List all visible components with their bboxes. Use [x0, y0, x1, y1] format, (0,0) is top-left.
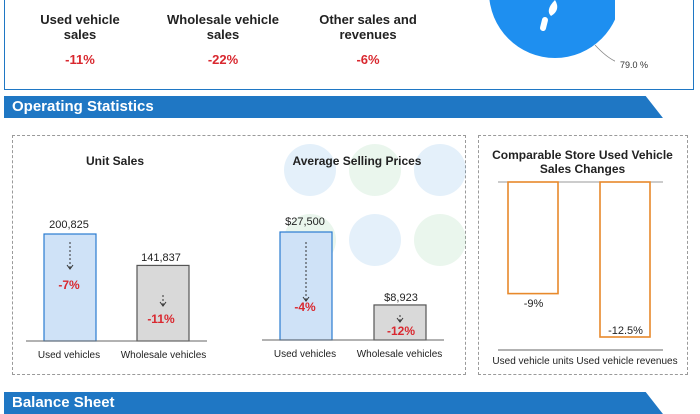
unit-sales-value-used: 200,825	[49, 219, 89, 231]
unit-sales-cat-used: Used vehicles	[37, 350, 101, 361]
operating-charts-box	[12, 135, 466, 375]
metric-value: -6%	[356, 52, 380, 67]
watermark-petal	[349, 214, 401, 266]
metric-label: Other sales and revenues	[319, 12, 417, 42]
chart-title-unit-sales: Unit Sales	[85, 154, 145, 168]
metric-other-sales: Other sales and revenues -6%	[313, 12, 423, 67]
watermark-petal	[349, 144, 401, 196]
change-arrow-head	[396, 317, 404, 323]
pie-slice-main	[489, 0, 615, 58]
asp-cat-used: Used vehicles	[273, 349, 337, 360]
change-arrow-head	[159, 301, 167, 307]
pie-highlight	[548, 0, 558, 16]
pie-leader-line	[594, 44, 615, 62]
average-selling-prices-chart	[262, 231, 444, 341]
chart-title-comparable-store: Comparable Store Used Vehicle Sales Chan…	[492, 148, 673, 176]
pie-gap	[540, 17, 548, 31]
section-header-balance-sheet: Balance Sheet	[4, 392, 663, 414]
change-arrow-head	[66, 264, 74, 270]
unit-sales-chart	[26, 233, 207, 342]
watermark-petal	[414, 144, 466, 196]
metric-label: Wholesale vehicle sales	[167, 12, 279, 42]
asp-cat-wholesale: Wholesale vehicles	[356, 349, 443, 360]
pie-percent-label: 79.0 %	[620, 60, 649, 70]
watermark-petal	[284, 144, 336, 196]
revenue-panel: Used vehicle sales -11% Wholesale vehicl…	[4, 0, 694, 90]
unit-sales-change-used: -7%	[58, 278, 80, 292]
asp-change-wholesale: -12%	[386, 324, 415, 338]
asp-value-wholesale: $8,923	[384, 292, 418, 304]
bar-used-vehicle-revenues	[599, 181, 651, 338]
watermark-petal	[414, 214, 466, 266]
metric-value: -11%	[65, 52, 95, 67]
section-header-operating-statistics: Operating Statistics	[4, 96, 663, 118]
metric-value: -22%	[207, 52, 239, 67]
comp-cat-units: Used vehicle units	[492, 356, 574, 367]
metric-used-vehicle-sales: Used vehicle sales -11%	[25, 12, 135, 67]
comparable-store-chart	[498, 181, 663, 351]
comparable-store-box	[478, 135, 688, 375]
asp-value-used: $27,500	[285, 216, 325, 228]
metric-wholesale-vehicle-sales: Wholesale vehicle sales -22%	[163, 12, 283, 67]
asp-change-used: -4%	[294, 300, 316, 314]
unit-sales-change-wholesale: -11%	[147, 312, 175, 326]
change-arrow-head	[302, 296, 310, 302]
bar-used-vehicle-units	[507, 181, 559, 295]
metric-label: Used vehicle sales	[40, 12, 120, 42]
revenue-pie-chart	[489, 0, 615, 62]
comp-cat-revenues: Used vehicle revenues	[576, 356, 678, 367]
comp-value-revenues: -12.5%	[608, 325, 643, 337]
comp-value-units: -9%	[523, 298, 544, 310]
watermark-logo	[284, 144, 466, 266]
chart-title-average-selling-prices: Average Selling Prices	[292, 154, 422, 168]
unit-sales-cat-wholesale: Wholesale vehicles	[120, 350, 207, 361]
unit-sales-value-wholesale: 141,837	[141, 252, 181, 264]
